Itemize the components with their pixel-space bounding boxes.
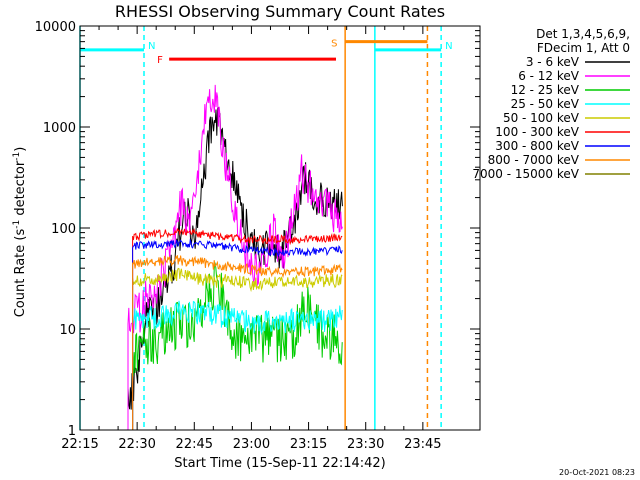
- series-line: [132, 238, 343, 430]
- legend-header: Det 1,3,4,5,6,9,: [536, 27, 630, 41]
- legend-label: 12 - 25 keV: [511, 83, 580, 97]
- series-layer: [127, 84, 343, 430]
- x-tick-label: 23:15: [290, 437, 327, 452]
- series-line: [132, 254, 343, 430]
- flag-label: N: [148, 41, 155, 52]
- x-tick-label: 23:30: [347, 437, 384, 452]
- x-axis-label: Start Time (15-Sep-11 22:14:42): [174, 456, 385, 471]
- y-tick-label: 10000: [35, 20, 76, 35]
- y-tick-label: 10: [59, 323, 76, 338]
- series-line: [132, 300, 343, 430]
- x-tick-label: 22:15: [61, 437, 98, 452]
- x-tick-label: 23:45: [404, 437, 441, 452]
- plot-frame: [79, 25, 481, 431]
- x-tick-label: 22:30: [118, 437, 155, 452]
- x-tick-label: 23:00: [233, 437, 270, 452]
- legend-header: FDecim 1, Att 0: [537, 41, 630, 55]
- legend-label: 100 - 300 keV: [495, 125, 579, 139]
- legend: Det 1,3,4,5,6,9,FDecim 1, Att 03 - 6 keV…: [472, 27, 630, 181]
- y-tick-label: 100: [51, 222, 76, 237]
- legend-label: 6 - 12 keV: [518, 69, 580, 83]
- timestamp: 20-Oct-2021 08:23: [559, 468, 635, 477]
- legend-label: 7000 - 15000 keV: [472, 167, 579, 181]
- legend-label: 300 - 800 keV: [495, 139, 579, 153]
- legend-label: 50 - 100 keV: [503, 111, 580, 125]
- legend-label: 3 - 6 keV: [526, 55, 580, 69]
- y-axis: 1 10 100 1000 10000: [35, 20, 480, 439]
- y-tick-label: 1000: [43, 121, 76, 136]
- flag-label: F: [157, 55, 163, 66]
- series-line: [132, 267, 343, 430]
- x-axis: 22:15 22:30 22:45 23:00 23:15 23:30 23:45: [61, 26, 442, 452]
- flag-layer: N NFS: [79, 26, 453, 430]
- y-tick-label: 1: [68, 424, 76, 439]
- series-line: [132, 227, 343, 430]
- legend-label: 800 - 7000 keV: [488, 153, 580, 167]
- chart-title: RHESSI Observing Summary Count Rates: [115, 2, 445, 21]
- x-tick-label: 22:45: [176, 437, 213, 452]
- y-axis-label: Count Rate (s-1 detector-1): [12, 147, 28, 318]
- series-line: [127, 106, 343, 430]
- series-line: [132, 262, 343, 430]
- legend-label: 25 - 50 keV: [511, 97, 580, 111]
- flag-label: S: [331, 39, 337, 50]
- flag-label: N: [445, 41, 452, 52]
